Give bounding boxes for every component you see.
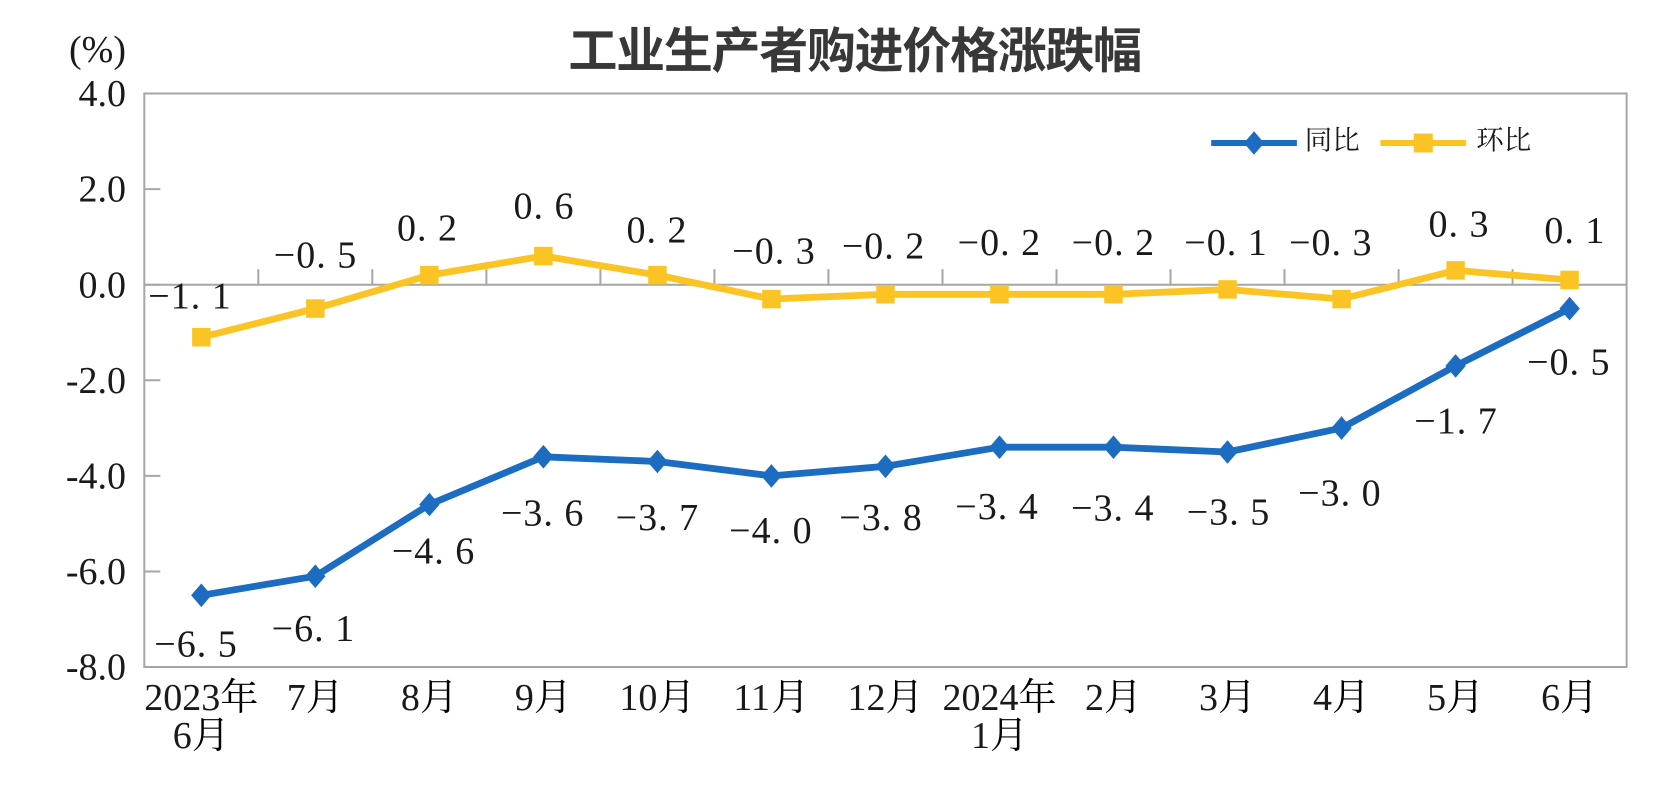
svg-text:−6. 5: −6. 5 [154, 624, 237, 666]
svg-text:−3. 5: −3. 5 [1187, 492, 1270, 534]
svg-text:−3. 7: −3. 7 [616, 497, 699, 539]
svg-text:−0. 2: −0. 2 [958, 222, 1041, 264]
svg-text:−0. 1: −0. 1 [1184, 222, 1267, 264]
svg-text:1: 1 [971, 715, 990, 757]
svg-text:2023: 2023 [144, 677, 220, 719]
svg-text:−0. 3: −0. 3 [1289, 222, 1372, 264]
svg-text:−4. 0: −4. 0 [729, 510, 812, 552]
svg-text:−3. 0: −3. 0 [1298, 472, 1381, 514]
svg-text:9: 9 [515, 677, 534, 719]
svg-text:11: 11 [733, 677, 770, 719]
svg-text:3: 3 [1199, 677, 1218, 719]
svg-text:0. 3: 0. 3 [1429, 204, 1490, 246]
svg-text:(%): (%) [69, 29, 126, 71]
svg-text:7: 7 [287, 677, 306, 719]
svg-text:5: 5 [1427, 677, 1446, 719]
svg-text:10: 10 [619, 677, 657, 719]
svg-text:-6.0: -6.0 [66, 551, 126, 593]
svg-text:12: 12 [848, 677, 886, 719]
svg-text:−0. 2: −0. 2 [1072, 222, 1155, 264]
svg-text:6: 6 [1541, 677, 1560, 719]
svg-text:−0. 5: −0. 5 [1527, 341, 1610, 383]
svg-text:−4. 6: −4. 6 [392, 530, 475, 572]
svg-text:8: 8 [401, 677, 420, 719]
svg-text:−0. 2: −0. 2 [842, 226, 925, 268]
svg-text:−3. 6: −3. 6 [501, 492, 584, 534]
svg-text:-8.0: -8.0 [66, 647, 126, 689]
svg-text:0.0: 0.0 [79, 264, 127, 306]
svg-text:−1. 7: −1. 7 [1414, 400, 1497, 442]
svg-text:−3. 4: −3. 4 [955, 486, 1038, 528]
svg-text:0. 2: 0. 2 [627, 210, 688, 252]
svg-text:6: 6 [173, 715, 192, 757]
svg-text:2: 2 [1085, 677, 1104, 719]
svg-text:4.0: 4.0 [79, 73, 127, 115]
svg-text:-2.0: -2.0 [66, 360, 126, 402]
svg-text:−0. 3: −0. 3 [732, 230, 815, 272]
svg-text:0. 2: 0. 2 [397, 208, 458, 250]
svg-text:0. 6: 0. 6 [514, 186, 575, 228]
svg-text:−6. 1: −6. 1 [272, 608, 355, 650]
svg-text:4: 4 [1313, 677, 1332, 719]
svg-text:−1. 1: −1. 1 [148, 276, 231, 318]
svg-text:−3. 8: −3. 8 [839, 497, 922, 539]
svg-text:2.0: 2.0 [79, 169, 127, 211]
svg-text:-4.0: -4.0 [66, 456, 126, 498]
svg-text:0. 1: 0. 1 [1544, 210, 1605, 252]
svg-text:−3. 4: −3. 4 [1071, 487, 1154, 529]
svg-text:2024: 2024 [943, 677, 1019, 719]
svg-text:−0. 5: −0. 5 [274, 235, 357, 277]
